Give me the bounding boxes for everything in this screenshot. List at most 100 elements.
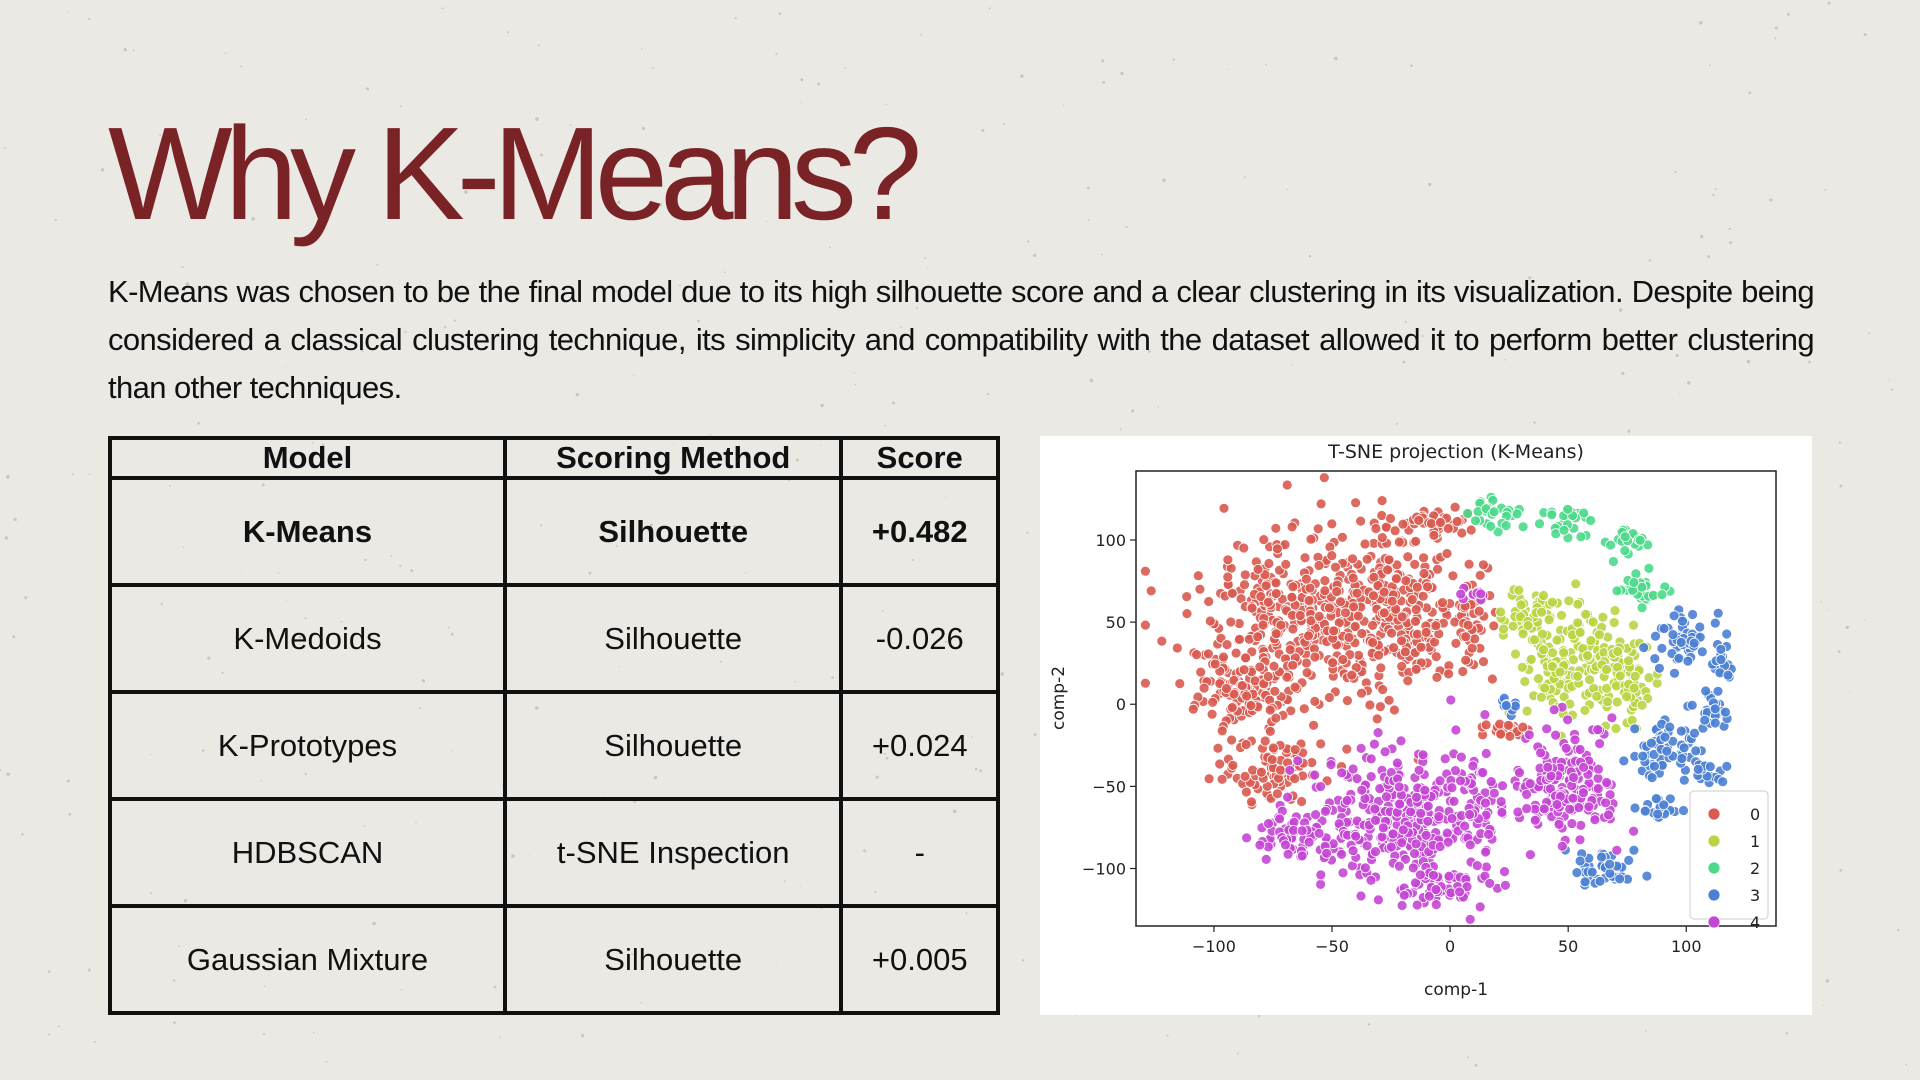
scatter-point xyxy=(1270,577,1282,589)
scatter-point xyxy=(1341,695,1353,707)
scatter-point xyxy=(1480,797,1491,809)
table-row: K-Prototypes Silhouette +0.024 xyxy=(108,690,1000,801)
scatter-point xyxy=(1457,666,1469,677)
scatter-point xyxy=(1541,723,1553,735)
scatter-point xyxy=(1478,656,1489,668)
scatter-point xyxy=(1206,708,1218,720)
scatter-point xyxy=(1611,696,1623,708)
scatter-point xyxy=(1247,764,1259,776)
scatter-point xyxy=(1511,508,1523,520)
scatter-point xyxy=(1623,854,1635,866)
scatter-point xyxy=(1609,605,1621,616)
series-4-points xyxy=(1241,582,1639,925)
y-tick-label: 100 xyxy=(1095,531,1126,550)
scatter-point xyxy=(1560,742,1572,754)
scatter-point xyxy=(1387,828,1399,840)
scatter-point xyxy=(1418,552,1430,564)
scatter-point xyxy=(1361,553,1373,565)
scatter-point xyxy=(1464,913,1476,925)
scatter-point xyxy=(1402,675,1414,687)
scatter-point xyxy=(1258,534,1270,545)
scatter-point xyxy=(1715,654,1727,666)
scatter-point xyxy=(1198,682,1210,694)
scatter-point xyxy=(1361,840,1373,852)
scatter-point xyxy=(1486,673,1498,685)
scatter-point xyxy=(1574,834,1586,846)
scatter-point xyxy=(1396,900,1408,911)
scatter-point xyxy=(1521,705,1533,717)
scatter-point xyxy=(1402,551,1414,563)
scatter-point xyxy=(1331,586,1343,598)
scatter-point xyxy=(1287,623,1299,635)
scatter-point xyxy=(1326,550,1338,561)
scatter-point xyxy=(1591,690,1603,702)
scatter-point xyxy=(1430,651,1442,663)
scatter-point xyxy=(1661,745,1673,757)
scatter-point xyxy=(1608,556,1619,567)
scatter-point xyxy=(1650,793,1662,805)
scatter-point xyxy=(1441,548,1453,559)
scatter-point xyxy=(1376,532,1388,543)
scatter-point xyxy=(1274,813,1286,825)
plot-frame xyxy=(1135,470,1777,927)
scatter-point xyxy=(1398,889,1410,901)
scatter-point xyxy=(1608,617,1620,628)
cell-method: Silhouette xyxy=(502,476,844,587)
scatter-point xyxy=(1610,723,1622,734)
scatter-point xyxy=(1634,535,1646,546)
scatter-point xyxy=(1517,521,1529,533)
scatter-point xyxy=(1676,753,1688,764)
scatter-point xyxy=(1469,633,1481,645)
scatter-point xyxy=(1548,704,1560,716)
scatter-point xyxy=(1434,775,1446,787)
scatter-point xyxy=(1515,599,1527,611)
scatter-point xyxy=(1410,838,1422,850)
scatter-point xyxy=(1372,894,1384,906)
scatter-point xyxy=(1699,714,1711,726)
scatter-point xyxy=(1604,867,1616,879)
scatter-point xyxy=(1584,674,1595,686)
scatter-point xyxy=(1368,590,1379,602)
scatter-point xyxy=(1226,702,1238,714)
scatter-point xyxy=(1628,577,1640,588)
scatter-point xyxy=(1236,680,1248,692)
legend-label: 1 xyxy=(1750,832,1760,851)
scatter-point xyxy=(1636,602,1648,614)
x-tick-label: −50 xyxy=(1315,937,1349,956)
scatter-point xyxy=(1460,631,1472,643)
scatter-point xyxy=(1400,853,1411,865)
scatter-point xyxy=(1296,825,1308,837)
scatter-point xyxy=(1264,704,1276,716)
scatter-point xyxy=(1337,867,1349,879)
scatter-point xyxy=(1605,539,1616,551)
scatter-point xyxy=(1618,755,1630,767)
cell-score: - xyxy=(839,797,1000,908)
scatter-point xyxy=(1572,617,1584,629)
scatter-point xyxy=(1300,657,1312,669)
scatter-point xyxy=(1614,873,1626,885)
scatter-point xyxy=(1280,839,1291,851)
scatter-point xyxy=(1410,663,1422,675)
scatter-point xyxy=(1558,524,1570,536)
scatter-point xyxy=(1487,494,1499,506)
scatter-point xyxy=(1572,598,1584,610)
scatter-point xyxy=(1611,585,1623,597)
scatter-point xyxy=(1304,582,1316,594)
series-3-points xyxy=(1497,604,1737,891)
scatter-point xyxy=(1377,822,1389,834)
scatter-point xyxy=(1529,634,1541,646)
scatter-point xyxy=(1356,784,1368,796)
scatter-point xyxy=(1315,878,1327,890)
table-row: HDBSCAN t-SNE Inspection - xyxy=(108,797,1000,908)
scatter-point xyxy=(1400,575,1412,587)
scatter-point xyxy=(1260,580,1272,592)
scatter-point xyxy=(1517,628,1529,640)
scatter-point xyxy=(1228,688,1240,700)
tsne-scatter-chart: T-SNE projection (K-Means) −100 −50 0 50 100… xyxy=(1049,441,1777,1000)
scatter-point xyxy=(1212,742,1224,754)
scatter-point xyxy=(1523,729,1535,741)
scatter-point xyxy=(1234,633,1245,645)
scatter-point xyxy=(1496,806,1508,818)
scatter-point xyxy=(1298,703,1310,715)
scatter-point xyxy=(1704,761,1716,773)
